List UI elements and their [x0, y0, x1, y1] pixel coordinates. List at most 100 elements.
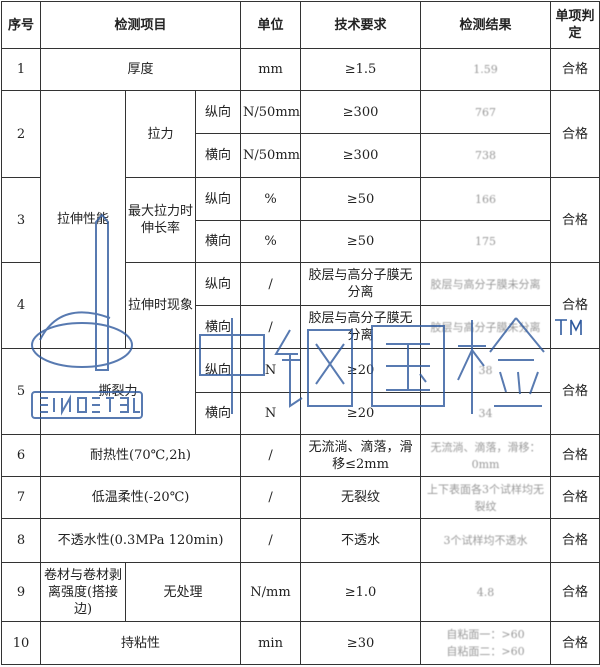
cell-item: 拉伸时现象	[125, 262, 196, 349]
cell-no: 10	[1, 621, 41, 665]
cell-result: 无流淌、滴落，滑移：0mm	[420, 434, 552, 477]
cell-unit: N/mm	[240, 562, 302, 622]
cell-unit: /	[240, 262, 302, 306]
cell-req: ≥300	[300, 133, 422, 178]
cell-result: 胶层与高分子膜未分离	[420, 262, 552, 306]
cell-req: ≥30	[300, 621, 422, 665]
table-row: 横向 % ≥50 175	[2, 220, 600, 263]
cell-result: 上下表面各3个试样均无裂纹	[420, 476, 552, 519]
cell-verdict: 合格	[550, 177, 600, 263]
cell-unit: /	[240, 434, 302, 477]
header-row: 序号 检测项目 单位 技术要求 检测结果 单项判定	[1, 1, 600, 49]
cell-req: ≥20	[300, 392, 422, 435]
cell-unit: mm	[240, 48, 302, 91]
cell-item: 撕裂力	[40, 348, 196, 435]
table-row: 3 最大拉力时伸长率 纵向 % ≥50 166 合格	[1, 177, 600, 263]
cell-req: 不透水	[300, 518, 422, 563]
cell-verdict: 合格	[550, 476, 600, 519]
cell-req: 无流淌、滴落，滑移≤2mm	[300, 434, 422, 477]
cell-result: 38	[420, 348, 552, 393]
cell-item: 低温柔性(-20℃)	[39, 476, 242, 519]
cell-unit: %	[240, 177, 302, 221]
cell-verdict: 合格	[550, 262, 600, 349]
cell-unit: min	[240, 621, 302, 665]
cell-unit: N	[240, 392, 302, 435]
cell-verdict: 合格	[550, 518, 600, 563]
cell-verdict: 合格	[550, 90, 600, 178]
cell-verdict: 合格	[550, 348, 600, 435]
cell-result: 3个试样均不透水	[420, 518, 552, 563]
cell-no: 1	[1, 48, 41, 91]
cell-unit: /	[240, 305, 302, 349]
cell-unit: N/50mm	[240, 133, 302, 178]
cell-req: ≥50	[300, 220, 422, 263]
header-no: 序号	[1, 1, 41, 49]
table-row: 4 拉伸时现象 纵向 / 胶层与高分子膜无分离 胶层与高分子膜未分离 合格	[1, 262, 600, 349]
table-row: 2 拉伸性能 拉力 纵向 N/50mm ≥300 767 合格	[1, 90, 600, 349]
cell-req: 无裂纹	[300, 476, 422, 519]
cell-item: 最大拉力时伸长率	[125, 177, 196, 263]
cell-dir: 纵向	[194, 262, 242, 306]
cell-subitem: 无处理	[124, 562, 242, 622]
cell-req: ≥1.5	[300, 48, 422, 91]
cell-req: ≥1.0	[300, 562, 422, 622]
table-row: 6 耐热性(70℃,2h) / 无流淌、滴落，滑移≤2mm 无流淌、滴落，滑移：…	[1, 434, 600, 477]
result-line: 自粘面二：>60	[446, 645, 525, 658]
header-item: 检测项目	[39, 1, 242, 49]
cell-req: 胶层与高分子膜无分离	[300, 262, 422, 306]
cell-no: 2	[1, 90, 41, 178]
cell-no: 5	[1, 348, 41, 435]
cell-item: 耐热性(70℃,2h)	[39, 434, 242, 477]
cell-result: 175	[420, 220, 552, 263]
cell-unit: /	[240, 518, 302, 563]
header-result: 检测结果	[420, 1, 552, 49]
cell-verdict: 合格	[550, 621, 600, 665]
cell-unit: N/50mm	[240, 90, 302, 134]
cell-dir: 横向	[194, 392, 242, 435]
table-row: 7 低温柔性(-20℃) / 无裂纹 上下表面各3个试样均无裂纹 合格	[1, 476, 600, 519]
cell-verdict: 合格	[550, 434, 600, 477]
cell-result: 738	[420, 133, 552, 178]
cell-dir: 横向	[194, 305, 242, 349]
cell-no: 9	[1, 562, 41, 622]
cell-req: ≥20	[300, 348, 422, 393]
cell-no: 3	[1, 177, 41, 263]
cell-no: 7	[1, 476, 41, 519]
cell-no: 6	[1, 434, 41, 477]
table-row: 5 撕裂力 纵向 N ≥20 38 合格	[1, 348, 600, 435]
cell-req: ≥50	[300, 177, 422, 221]
table-row: 10 持粘性 min ≥30 自粘面一：>60 自粘面二：>60 合格	[1, 621, 600, 665]
header-unit: 单位	[240, 1, 302, 49]
cell-no: 8	[1, 518, 41, 563]
table-row: 9 卷材与卷材剥离强度(搭接边) 无处理 N/mm ≥1.0 4.8 合格	[1, 562, 600, 622]
cell-dir: 纵向	[194, 90, 242, 134]
cell-dir: 纵向	[194, 348, 242, 393]
cell-unit: /	[240, 476, 302, 519]
cell-dir: 横向	[194, 220, 242, 263]
cell-req: ≥300	[300, 90, 422, 134]
result-line: 自粘面一：>60	[446, 628, 525, 641]
cell-result: 166	[420, 177, 552, 221]
cell-result: 4.8	[420, 562, 552, 622]
header-req: 技术要求	[300, 1, 422, 49]
cell-item: 卷材与卷材剥离强度(搭接边)	[40, 562, 126, 622]
table-row: 1 厚度 mm ≥1.5 1.59 合格	[1, 48, 600, 91]
cell-unit: N	[240, 348, 302, 393]
cell-result: 自粘面一：>60 自粘面二：>60	[420, 621, 552, 665]
cell-item: 拉力	[125, 90, 196, 178]
cell-result: 胶层与高分子膜未分离	[420, 305, 552, 349]
cell-unit: %	[240, 220, 302, 263]
table-row: 横向 N ≥20 34	[2, 392, 600, 435]
cell-item: 厚度	[39, 48, 242, 91]
cell-dir: 纵向	[194, 177, 242, 221]
cell-req: 胶层与高分子膜无分离	[300, 305, 422, 349]
cell-group: 拉伸性能	[40, 90, 126, 349]
cell-verdict: 合格	[550, 562, 600, 622]
cell-result: 34	[420, 392, 552, 435]
cell-result: 767	[420, 90, 552, 134]
cell-result: 1.59	[420, 48, 552, 91]
table-row: 横向 N/50mm ≥300 738	[2, 133, 600, 178]
cell-dir: 横向	[194, 133, 242, 178]
cell-verdict: 合格	[550, 48, 600, 91]
